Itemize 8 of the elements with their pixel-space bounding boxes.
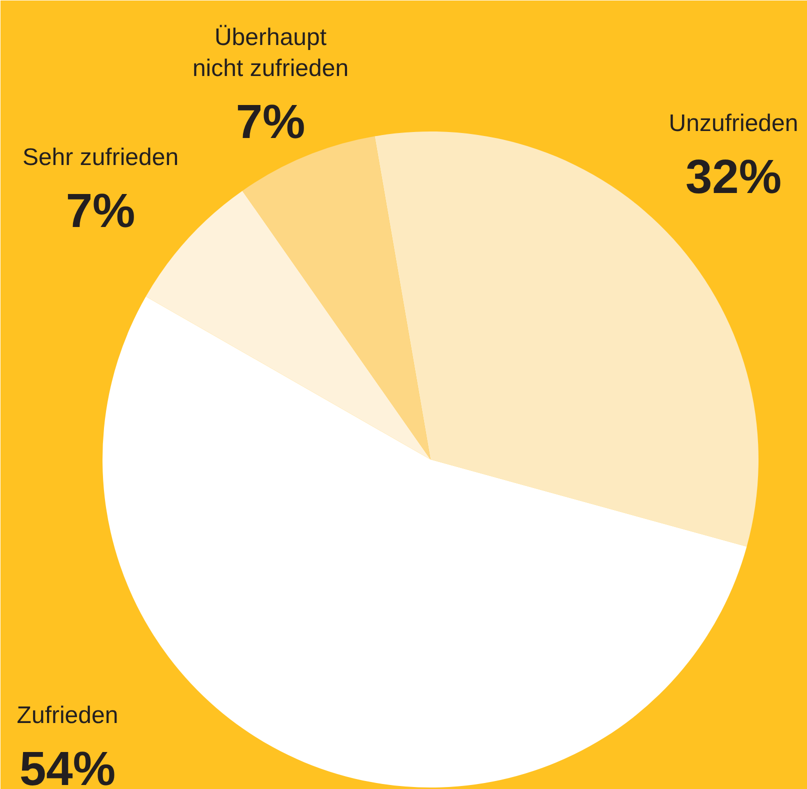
slice-label: Überhaupt nicht zufrieden	[192, 24, 349, 82]
slice-label: Unzufrieden	[668, 110, 798, 137]
data-label: 54%	[19, 743, 116, 789]
data-label: 7%	[66, 185, 136, 238]
slice-label: Sehr zufrieden	[22, 144, 179, 171]
data-label: 7%	[236, 96, 306, 149]
data-label: 32%	[685, 151, 782, 204]
slice-label: Zufrieden	[16, 702, 118, 729]
